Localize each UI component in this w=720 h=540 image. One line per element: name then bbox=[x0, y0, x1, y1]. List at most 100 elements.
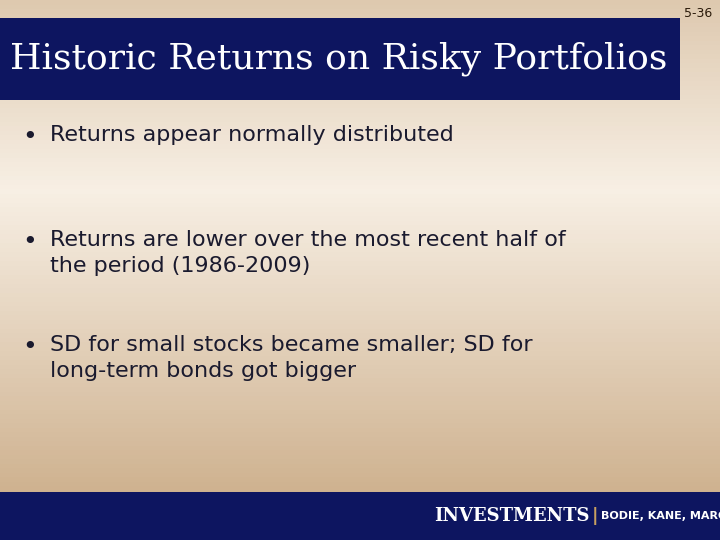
Bar bbox=[0, 58, 720, 63]
Bar bbox=[0, 99, 720, 104]
Bar bbox=[0, 256, 720, 261]
Bar bbox=[0, 360, 720, 364]
Bar bbox=[0, 274, 720, 279]
Text: •: • bbox=[22, 125, 37, 149]
Bar bbox=[0, 94, 720, 99]
Bar bbox=[0, 126, 720, 131]
Bar bbox=[0, 328, 720, 333]
Bar bbox=[0, 315, 720, 320]
Bar bbox=[0, 531, 720, 536]
Bar bbox=[0, 392, 720, 396]
Bar bbox=[0, 4, 720, 9]
Text: 5-36: 5-36 bbox=[684, 7, 712, 20]
Bar bbox=[0, 266, 720, 270]
Bar bbox=[0, 54, 720, 58]
Bar bbox=[0, 288, 720, 293]
Bar bbox=[0, 180, 720, 185]
Bar bbox=[0, 522, 720, 526]
Bar bbox=[0, 536, 720, 540]
Bar bbox=[0, 486, 720, 490]
Bar bbox=[0, 40, 720, 45]
Bar bbox=[0, 468, 720, 472]
Bar bbox=[0, 18, 680, 100]
Bar bbox=[0, 355, 720, 360]
Bar bbox=[0, 310, 720, 315]
Bar bbox=[0, 220, 720, 225]
Bar bbox=[0, 193, 720, 198]
Bar bbox=[0, 324, 720, 328]
Bar bbox=[0, 472, 720, 477]
Bar bbox=[0, 342, 720, 347]
Bar bbox=[0, 239, 720, 243]
Bar bbox=[0, 77, 720, 81]
Bar bbox=[0, 374, 720, 378]
Bar bbox=[0, 162, 720, 166]
Bar bbox=[0, 432, 720, 436]
Bar bbox=[0, 526, 720, 531]
Text: •: • bbox=[22, 335, 37, 359]
Bar bbox=[0, 202, 720, 207]
Bar bbox=[0, 212, 720, 216]
Bar bbox=[0, 148, 720, 153]
Bar bbox=[0, 320, 720, 324]
Bar bbox=[0, 297, 720, 301]
Bar bbox=[0, 369, 720, 374]
Bar bbox=[0, 45, 720, 50]
Bar bbox=[0, 31, 720, 36]
Bar bbox=[0, 171, 720, 176]
Bar bbox=[0, 338, 720, 342]
Bar bbox=[0, 90, 720, 94]
Bar bbox=[0, 446, 720, 450]
Bar bbox=[0, 333, 720, 338]
Bar bbox=[0, 401, 720, 405]
Bar bbox=[0, 509, 720, 513]
Bar bbox=[0, 477, 720, 482]
Bar bbox=[0, 158, 720, 162]
Bar bbox=[0, 108, 720, 112]
Bar bbox=[0, 261, 720, 266]
Bar bbox=[0, 131, 720, 135]
Text: SD for small stocks became smaller; SD for
long-term bonds got bigger: SD for small stocks became smaller; SD f… bbox=[50, 335, 533, 381]
Bar bbox=[0, 18, 720, 23]
Text: INVESTMENTS: INVESTMENTS bbox=[434, 507, 590, 525]
Bar bbox=[0, 414, 720, 418]
Bar bbox=[0, 423, 720, 428]
Bar bbox=[0, 306, 720, 310]
Bar bbox=[0, 463, 720, 468]
Text: |: | bbox=[592, 507, 598, 525]
Bar bbox=[0, 207, 720, 212]
Bar bbox=[0, 482, 720, 486]
Bar bbox=[0, 234, 720, 239]
Bar bbox=[0, 9, 720, 14]
Bar bbox=[0, 459, 720, 463]
Bar bbox=[0, 270, 720, 274]
Bar bbox=[0, 50, 720, 54]
Bar bbox=[0, 428, 720, 432]
Bar bbox=[0, 166, 720, 171]
Bar bbox=[0, 247, 720, 252]
Bar bbox=[0, 279, 720, 284]
Bar bbox=[0, 252, 720, 256]
Bar bbox=[0, 176, 720, 180]
Bar bbox=[0, 0, 720, 4]
Bar bbox=[0, 450, 720, 455]
Text: Historic Returns on Risky Portfolios: Historic Returns on Risky Portfolios bbox=[10, 42, 667, 76]
Bar bbox=[0, 153, 720, 158]
Text: Returns appear normally distributed: Returns appear normally distributed bbox=[50, 125, 454, 145]
Bar bbox=[0, 85, 720, 90]
Bar bbox=[0, 504, 720, 509]
Bar bbox=[0, 351, 720, 355]
Bar bbox=[0, 63, 720, 68]
Bar bbox=[0, 441, 720, 445]
Bar bbox=[0, 112, 720, 117]
Bar bbox=[0, 104, 720, 108]
Bar bbox=[0, 230, 720, 234]
Text: •: • bbox=[22, 230, 37, 254]
Bar bbox=[0, 189, 720, 193]
Text: BODIE, KANE, MARCUS: BODIE, KANE, MARCUS bbox=[601, 511, 720, 521]
Bar bbox=[0, 517, 720, 522]
Bar bbox=[0, 409, 720, 414]
Bar bbox=[0, 495, 720, 500]
Bar bbox=[0, 387, 720, 392]
Bar bbox=[0, 135, 720, 139]
